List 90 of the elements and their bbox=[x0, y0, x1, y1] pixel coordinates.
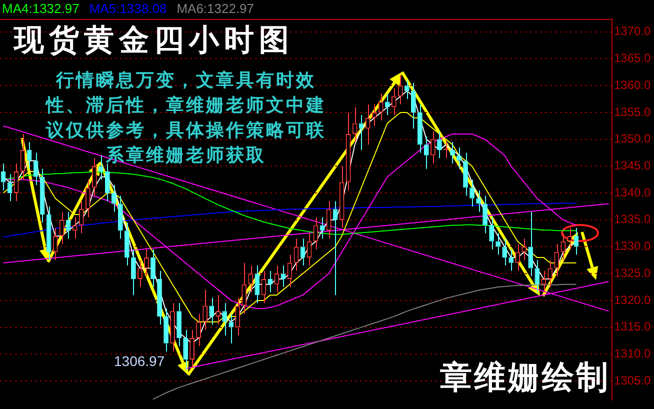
candlestick bbox=[391, 88, 396, 116]
y-tick-label: 1320.0 bbox=[614, 292, 652, 307]
candlestick bbox=[52, 227, 58, 261]
candlestick bbox=[346, 112, 351, 191]
candlestick bbox=[528, 211, 534, 277]
annotation: 行情瞬息万变，文章具有时效性、滞后性，章维姗老师文中建议仅供参考，具体操作策略可联系章维姗老师获取 bbox=[44, 69, 327, 168]
candlestick bbox=[548, 260, 553, 288]
y-tick-label: 1315.0 bbox=[614, 320, 652, 334]
candlestick bbox=[254, 265, 260, 304]
candlestick bbox=[358, 114, 364, 151]
candlestick bbox=[417, 104, 422, 154]
candlestick bbox=[170, 302, 175, 352]
candlestick bbox=[320, 216, 325, 240]
candlestick bbox=[85, 179, 90, 218]
candlestick bbox=[124, 222, 130, 266]
candlestick bbox=[98, 154, 104, 180]
candlestick bbox=[554, 244, 560, 277]
candlestick bbox=[560, 232, 566, 261]
candlestick bbox=[183, 329, 188, 371]
y-tick-label: 1340.0 bbox=[614, 185, 652, 200]
candlestick bbox=[489, 216, 494, 250]
candlestick bbox=[482, 195, 488, 234]
candlestick bbox=[131, 248, 136, 296]
y-tick-label: 1325.0 bbox=[614, 266, 652, 280]
candlestick bbox=[222, 302, 228, 336]
candlestick bbox=[410, 82, 416, 130]
candlestick bbox=[202, 289, 208, 330]
candlestick bbox=[157, 270, 162, 326]
candlestick bbox=[33, 152, 38, 186]
candlestick bbox=[40, 168, 45, 224]
annotation: 1306.97 bbox=[114, 353, 166, 369]
candlestick bbox=[339, 166, 344, 228]
candlestick bbox=[378, 93, 384, 122]
candlestick bbox=[502, 238, 508, 266]
candlestick bbox=[190, 329, 195, 368]
y-tick-label: 1335.0 bbox=[614, 212, 652, 226]
candlestick bbox=[534, 260, 540, 293]
y-tick-label: 1305.0 bbox=[614, 373, 652, 388]
text: MA6:1322.97 bbox=[176, 1, 254, 16]
y-tick-label: 1310.0 bbox=[614, 346, 652, 360]
candlestick bbox=[470, 179, 474, 207]
candlestick bbox=[430, 130, 436, 164]
candlestick bbox=[384, 93, 390, 116]
text: MA5:1338.08 bbox=[89, 1, 167, 16]
annotation: 章维姗绘制 bbox=[440, 357, 610, 398]
candlestick bbox=[150, 248, 156, 288]
candlestick bbox=[92, 158, 97, 196]
y-tick-label: 1360.0 bbox=[614, 78, 652, 92]
candlestick bbox=[508, 248, 514, 272]
candlestick bbox=[164, 308, 168, 352]
candlestick bbox=[242, 262, 247, 314]
candlestick bbox=[72, 216, 78, 240]
y-tick-label: 1355.0 bbox=[614, 104, 652, 119]
candlestick bbox=[424, 136, 429, 170]
candlestick bbox=[496, 232, 501, 256]
y-tick-label: 1330.0 bbox=[614, 239, 652, 254]
candlestick bbox=[235, 297, 240, 336]
candlestick bbox=[456, 146, 462, 170]
candlestick bbox=[261, 270, 266, 304]
candlestick bbox=[352, 106, 358, 142]
candlestick bbox=[228, 313, 234, 344]
candlestick bbox=[111, 184, 116, 212]
candlestick bbox=[437, 130, 442, 159]
candlestick bbox=[118, 195, 123, 240]
chart-title: 现货黄金四小时图 bbox=[14, 22, 294, 60]
candlestick bbox=[280, 265, 286, 288]
candlestick bbox=[78, 200, 84, 234]
candlestick bbox=[365, 104, 370, 146]
candlestick bbox=[59, 211, 64, 245]
y-tick-label: 1370.0 bbox=[614, 24, 652, 38]
candlestick bbox=[398, 74, 403, 105]
candlestick bbox=[144, 248, 149, 277]
candlestick bbox=[476, 190, 481, 212]
candlestick bbox=[567, 227, 572, 250]
y-tick-label: 1365.0 bbox=[614, 51, 652, 66]
y-tick-label: 1345.0 bbox=[614, 158, 652, 172]
candlestick bbox=[515, 244, 520, 272]
y-tick-label: 1350.0 bbox=[614, 132, 652, 146]
candlestick bbox=[268, 270, 273, 293]
candlestick bbox=[196, 313, 202, 347]
candlestick bbox=[463, 152, 468, 196]
candlestick bbox=[138, 260, 142, 288]
text: MA4:1332.97 bbox=[2, 1, 80, 16]
candlestick bbox=[104, 162, 110, 202]
candlestick bbox=[46, 206, 52, 261]
candlestick bbox=[404, 80, 410, 100]
candlestick bbox=[66, 211, 71, 240]
candlestick bbox=[209, 297, 214, 326]
candlestick bbox=[248, 265, 254, 293]
candlestick bbox=[176, 302, 182, 347]
